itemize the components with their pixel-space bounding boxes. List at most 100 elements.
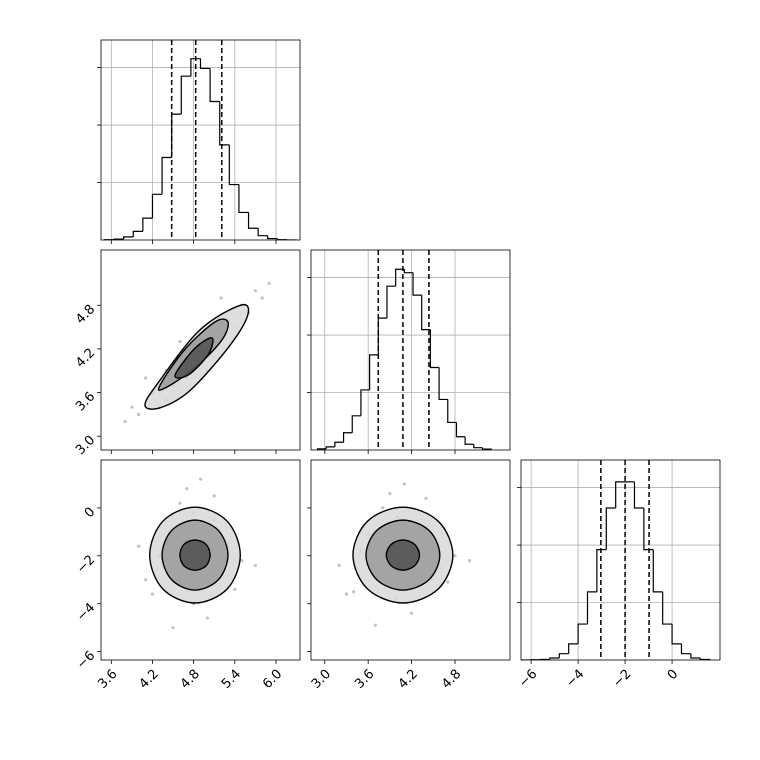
sample-point — [212, 494, 216, 498]
sample-point — [453, 554, 457, 558]
y-tick-label: 3.6 — [73, 389, 98, 414]
histogram-step — [438, 367, 448, 401]
x-tick-label: 5.4 — [219, 667, 244, 692]
histogram-step — [276, 238, 287, 240]
density-contour — [174, 337, 214, 379]
histogram-step — [680, 643, 691, 655]
sample-point — [260, 296, 264, 300]
x-tick-label: −6 — [516, 667, 540, 691]
panel-frame — [310, 249, 511, 451]
histogram-step — [369, 354, 379, 390]
panel: 3.0 3.6 4.2 4.8 — [307, 459, 511, 692]
histogram-step — [558, 653, 569, 658]
x-tick-label: 4.2 — [396, 667, 421, 692]
histogram-step — [161, 156, 172, 195]
sample-point — [198, 477, 203, 481]
histogram-step — [596, 549, 607, 592]
panel — [97, 39, 301, 244]
sample-point — [253, 563, 257, 567]
sample-point — [205, 616, 209, 620]
histogram-step — [605, 507, 616, 550]
histogram-step — [325, 446, 335, 449]
x-tick-label: 6.0 — [260, 667, 285, 692]
sample-point — [409, 611, 414, 615]
histogram-step — [267, 235, 278, 240]
histogram-step — [386, 285, 396, 319]
sample-point — [150, 592, 155, 596]
histogram-step — [586, 591, 597, 625]
x-tick-label: 0 — [665, 667, 681, 683]
x-tick-label: −4 — [563, 667, 587, 691]
y-tick-label: 0 — [82, 505, 98, 521]
x-tick-label: 4.2 — [137, 667, 162, 692]
histogram-step — [455, 422, 466, 438]
panel — [307, 249, 511, 454]
sample-point — [178, 340, 182, 344]
sample-point — [137, 544, 141, 548]
histogram-step — [360, 389, 370, 416]
histogram-step — [615, 481, 626, 508]
sample-point — [381, 506, 385, 510]
histogram-step — [643, 507, 654, 551]
histogram-step — [568, 643, 579, 654]
panel-frame — [100, 39, 301, 241]
y-tick-label: 4.2 — [73, 346, 98, 371]
sample-point — [388, 491, 392, 496]
histogram-step — [228, 144, 239, 186]
histogram-step — [447, 399, 457, 424]
sample-point — [219, 296, 223, 300]
x-tick-label: 4.8 — [439, 667, 464, 692]
sample-point — [373, 623, 378, 627]
sample-point — [467, 558, 472, 563]
panel-frame — [520, 459, 721, 661]
x-tick-label: 3.6 — [352, 667, 377, 692]
y-tick-label: −2 — [74, 553, 98, 577]
panel: 3.0 3.6 4.2 4.8 — [73, 249, 301, 458]
sample-point — [337, 563, 341, 567]
y-tick-label: 3.0 — [73, 433, 98, 458]
histogram-step — [395, 268, 405, 287]
histogram-step — [142, 217, 153, 232]
histogram-step — [429, 329, 440, 369]
histogram-step — [473, 444, 483, 449]
sample-point — [352, 590, 356, 594]
histogram-step — [113, 238, 124, 240]
sample-point — [233, 587, 237, 591]
histogram-step — [342, 432, 353, 443]
x-tick-label: −2 — [610, 667, 634, 691]
sample-point — [446, 580, 450, 584]
histogram-step — [662, 591, 673, 625]
panel-frame — [100, 459, 301, 661]
histogram-step — [238, 184, 249, 214]
sample-point — [240, 558, 244, 563]
histogram-step — [421, 295, 431, 331]
sample-point — [137, 412, 141, 416]
panel: −6 −4 −2 0 — [516, 459, 721, 691]
histogram-step — [180, 75, 191, 115]
histogram-step — [334, 441, 344, 447]
histogram-step — [171, 113, 182, 158]
sample-point — [144, 578, 148, 582]
histogram-step — [132, 230, 143, 237]
histogram-step — [199, 58, 211, 70]
histogram-step — [633, 481, 644, 509]
histogram-step — [464, 436, 474, 445]
y-tick-label: −4 — [74, 600, 98, 624]
x-tick-label: 3.0 — [309, 667, 334, 692]
sample-point — [123, 420, 127, 424]
y-tick-label: 4.8 — [73, 302, 98, 327]
histogram-step — [123, 236, 134, 240]
y-tick-label: −6 — [74, 648, 98, 672]
x-tick-label: 3.6 — [95, 667, 120, 692]
x-tick-label: 4.8 — [178, 667, 203, 692]
histogram-step — [377, 317, 387, 355]
histogram-step — [671, 624, 682, 645]
histogram-step — [190, 58, 201, 77]
sample-point — [344, 592, 349, 596]
histogram-step — [151, 193, 163, 219]
sample-point — [171, 626, 175, 630]
sample-point — [267, 281, 271, 286]
sample-point — [185, 487, 189, 491]
sample-point — [130, 405, 134, 409]
